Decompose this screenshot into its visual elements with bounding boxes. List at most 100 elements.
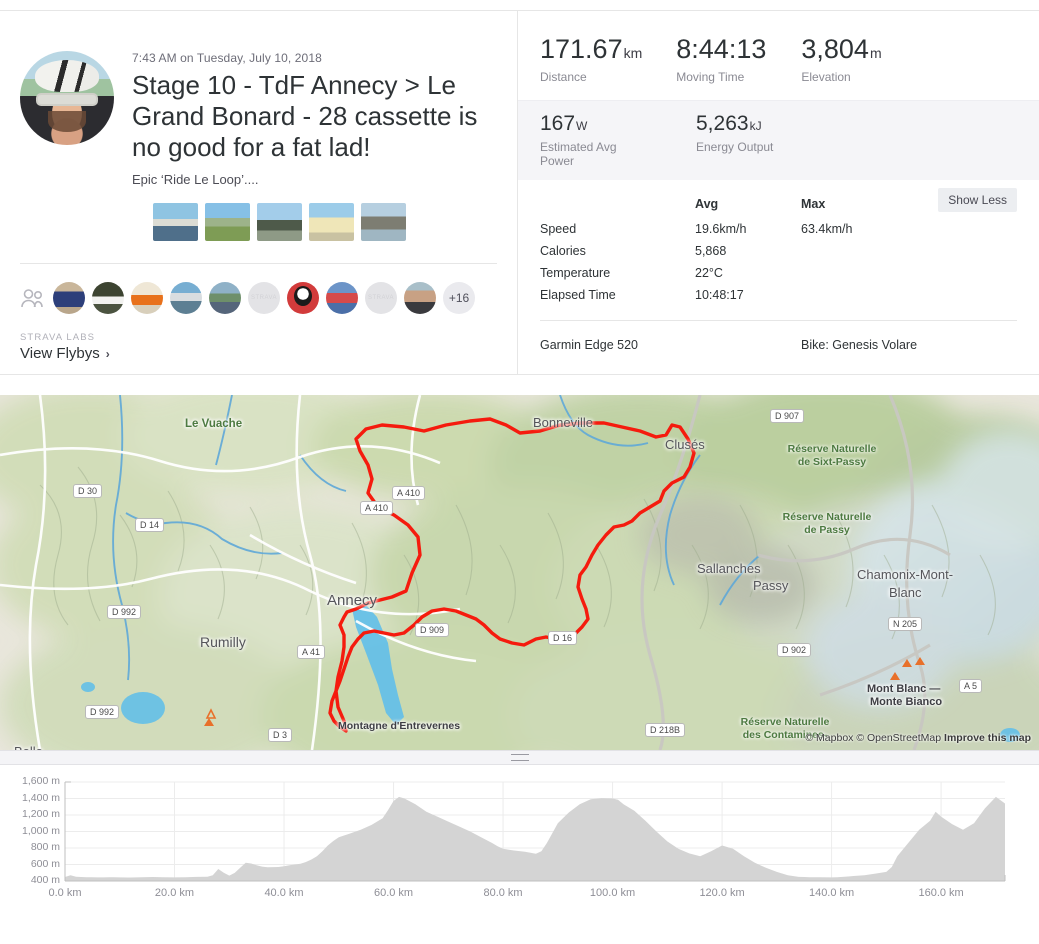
row-avg: 22°C — [695, 266, 723, 280]
flyby-avatar[interactable] — [404, 282, 436, 314]
flyby-avatar[interactable] — [53, 282, 85, 314]
map-place-label: Clusés — [665, 437, 705, 452]
route-map[interactable]: Le Vuache Bonneville Clusés Annecy Rumilly Sa… — [0, 395, 1039, 750]
map-road-shield: D 907 — [770, 409, 805, 423]
stat-estimated-avg-power: 167W Estimated Avg Power — [540, 113, 650, 168]
stat-label: Moving Time — [676, 70, 745, 84]
beard-shape — [48, 111, 86, 132]
stat-energy-output: 5,263kJ Energy Output — [696, 113, 773, 168]
y-axis-tick-label: 1,200 m — [22, 808, 60, 820]
view-flybys-link[interactable]: View Flybys › — [20, 345, 497, 362]
strava-labs-label: STRAVA LABS — [20, 332, 96, 343]
map-road-shield: D 992 — [107, 605, 142, 619]
detail-stats-area: Show Less Avg Max Speed 19.6km/h 6 — [518, 180, 1039, 352]
flyby-avatar[interactable] — [287, 282, 319, 314]
flyby-avatar[interactable] — [365, 282, 397, 314]
elevation-area — [65, 796, 1005, 881]
flyby-avatar[interactable] — [131, 282, 163, 314]
flyby-avatar[interactable] — [248, 282, 280, 314]
flyby-avatar[interactable] — [326, 282, 358, 314]
map-place-label: Sallanches — [697, 561, 761, 576]
divider — [20, 263, 497, 264]
map-peak-icon — [204, 718, 214, 726]
row-label: Temperature — [540, 266, 611, 280]
map-place-label: Blanc — [889, 585, 922, 600]
stat-unit: kJ — [749, 119, 762, 133]
map-peak-icon — [902, 659, 912, 667]
x-axis-tick-label: 20.0 km — [154, 887, 195, 899]
map-place-label: Monte Bianco — [870, 696, 943, 708]
show-less-button[interactable]: Show Less — [938, 188, 1017, 212]
map-reserve-label: Réserve Naturelle de Passy — [782, 511, 872, 536]
stat-unit: m — [869, 45, 882, 61]
activity-description: Epic ‘Ride Le Loop’.... — [132, 172, 259, 187]
flyby-avatar[interactable] — [92, 282, 124, 314]
avatar[interactable] — [20, 51, 114, 145]
map-place-label: Le Vuache — [185, 418, 243, 430]
column-header-name — [540, 196, 695, 218]
chevron-right-icon: › — [105, 346, 110, 361]
x-axis-tick-label: 60.0 km — [373, 887, 414, 899]
photo-thumbnail[interactable] — [309, 203, 354, 241]
x-axis-tick-label: 40.0 km — [264, 887, 304, 899]
row-avg: 5,868 — [695, 244, 727, 258]
stat-label: Estimated Avg Power — [540, 140, 617, 168]
map-place-label: Bonneville — [533, 415, 593, 430]
activity-stats-column: 171.67km Distance 8:44:13 Moving Time 3,… — [517, 11, 1039, 374]
improve-map-link[interactable]: Improve this map — [944, 732, 1031, 744]
group-people-icon — [20, 287, 46, 309]
map-reserve-label: Réserve Naturelle des Contamines- — [740, 716, 830, 741]
elevation-svg — [64, 781, 1006, 882]
photo-thumbnail[interactable] — [205, 203, 250, 241]
stat-distance: 171.67km Distance — [540, 34, 643, 85]
flyby-avatar[interactable] — [170, 282, 202, 314]
view-flybys-label: View Flybys — [20, 345, 100, 362]
stat-value: 5,263 — [696, 112, 749, 135]
photo-thumbnail[interactable] — [257, 203, 302, 241]
gear-row: Garmin Edge 520 Bike: Genesis Volare — [540, 320, 1017, 352]
row-label: Calories — [540, 244, 586, 258]
map-road-shield: D 902 — [777, 643, 812, 657]
elevation-profile-chart[interactable]: 1,600 m 1,400 m 1,200 m 1,000 m 800 m 600 m 40… — [0, 765, 1039, 900]
photo-thumbnail[interactable] — [361, 203, 406, 241]
table-row: Speed 19.6km/h 63.4km/h — [540, 218, 1017, 240]
map-peak-icon — [890, 672, 900, 680]
stat-value: 171.67 — [540, 34, 623, 64]
map-road-shield: D 14 — [135, 518, 165, 532]
row-label: Speed — [540, 222, 577, 236]
flyby-athlete-row: +16 — [20, 282, 497, 314]
row-max — [801, 240, 1017, 262]
x-axis-tick-label: 120.0 km — [699, 887, 745, 899]
map-place-label: Chamonix-Mont- — [857, 567, 954, 582]
flyby-overflow-badge[interactable]: +16 — [443, 282, 475, 314]
y-axis-tick-label: 600 m — [30, 857, 60, 870]
y-axis-tick-label: 800 m — [30, 841, 60, 853]
detail-stats-table: Avg Max Speed 19.6km/h 63.4km/h Calories… — [540, 196, 1017, 306]
drag-handle-icon — [510, 754, 529, 761]
activity-datetime: 7:43 AM on Tuesday, July 10, 2018 — [132, 51, 322, 65]
map-resize-handle[interactable] — [0, 750, 1039, 765]
stat-unit: W — [576, 119, 588, 133]
row-max: 63.4km/h — [801, 222, 853, 236]
row-avg: 19.6km/h — [695, 222, 747, 236]
stat-value: 8:44:13 — [676, 34, 767, 64]
y-axis-tick-label: 1,600 m — [22, 775, 60, 787]
photo-thumbnail[interactable] — [153, 203, 198, 241]
table-row: Temperature 22°C — [540, 262, 1017, 284]
map-road-shield: D 909 — [415, 623, 450, 637]
row-label: Elapsed Time — [540, 288, 616, 302]
column-header-avg: Avg — [695, 197, 719, 211]
page-title[interactable]: Stage 10 - TdF Annecy > Le Grand Bonard … — [132, 70, 478, 162]
map-road-shield: D 992 — [85, 705, 120, 719]
stat-unit: km — [623, 45, 643, 61]
map-place-label: Montagne d'Entrevernes — [338, 720, 461, 732]
map-road-shield: D 30 — [73, 484, 103, 498]
activity-header: 7:43 AM on Tuesday, July 10, 2018 Stage … — [20, 31, 497, 187]
photo-strip — [153, 203, 497, 241]
x-axis-tick-label: 160.0 km — [918, 887, 964, 899]
map-road-shield: A 410 — [392, 486, 426, 500]
table-row: Elapsed Time 10:48:17 — [540, 284, 1017, 306]
flyby-avatar[interactable] — [209, 282, 241, 314]
map-place-label: Annecy — [327, 592, 378, 609]
stat-label: Energy Output — [696, 140, 774, 154]
